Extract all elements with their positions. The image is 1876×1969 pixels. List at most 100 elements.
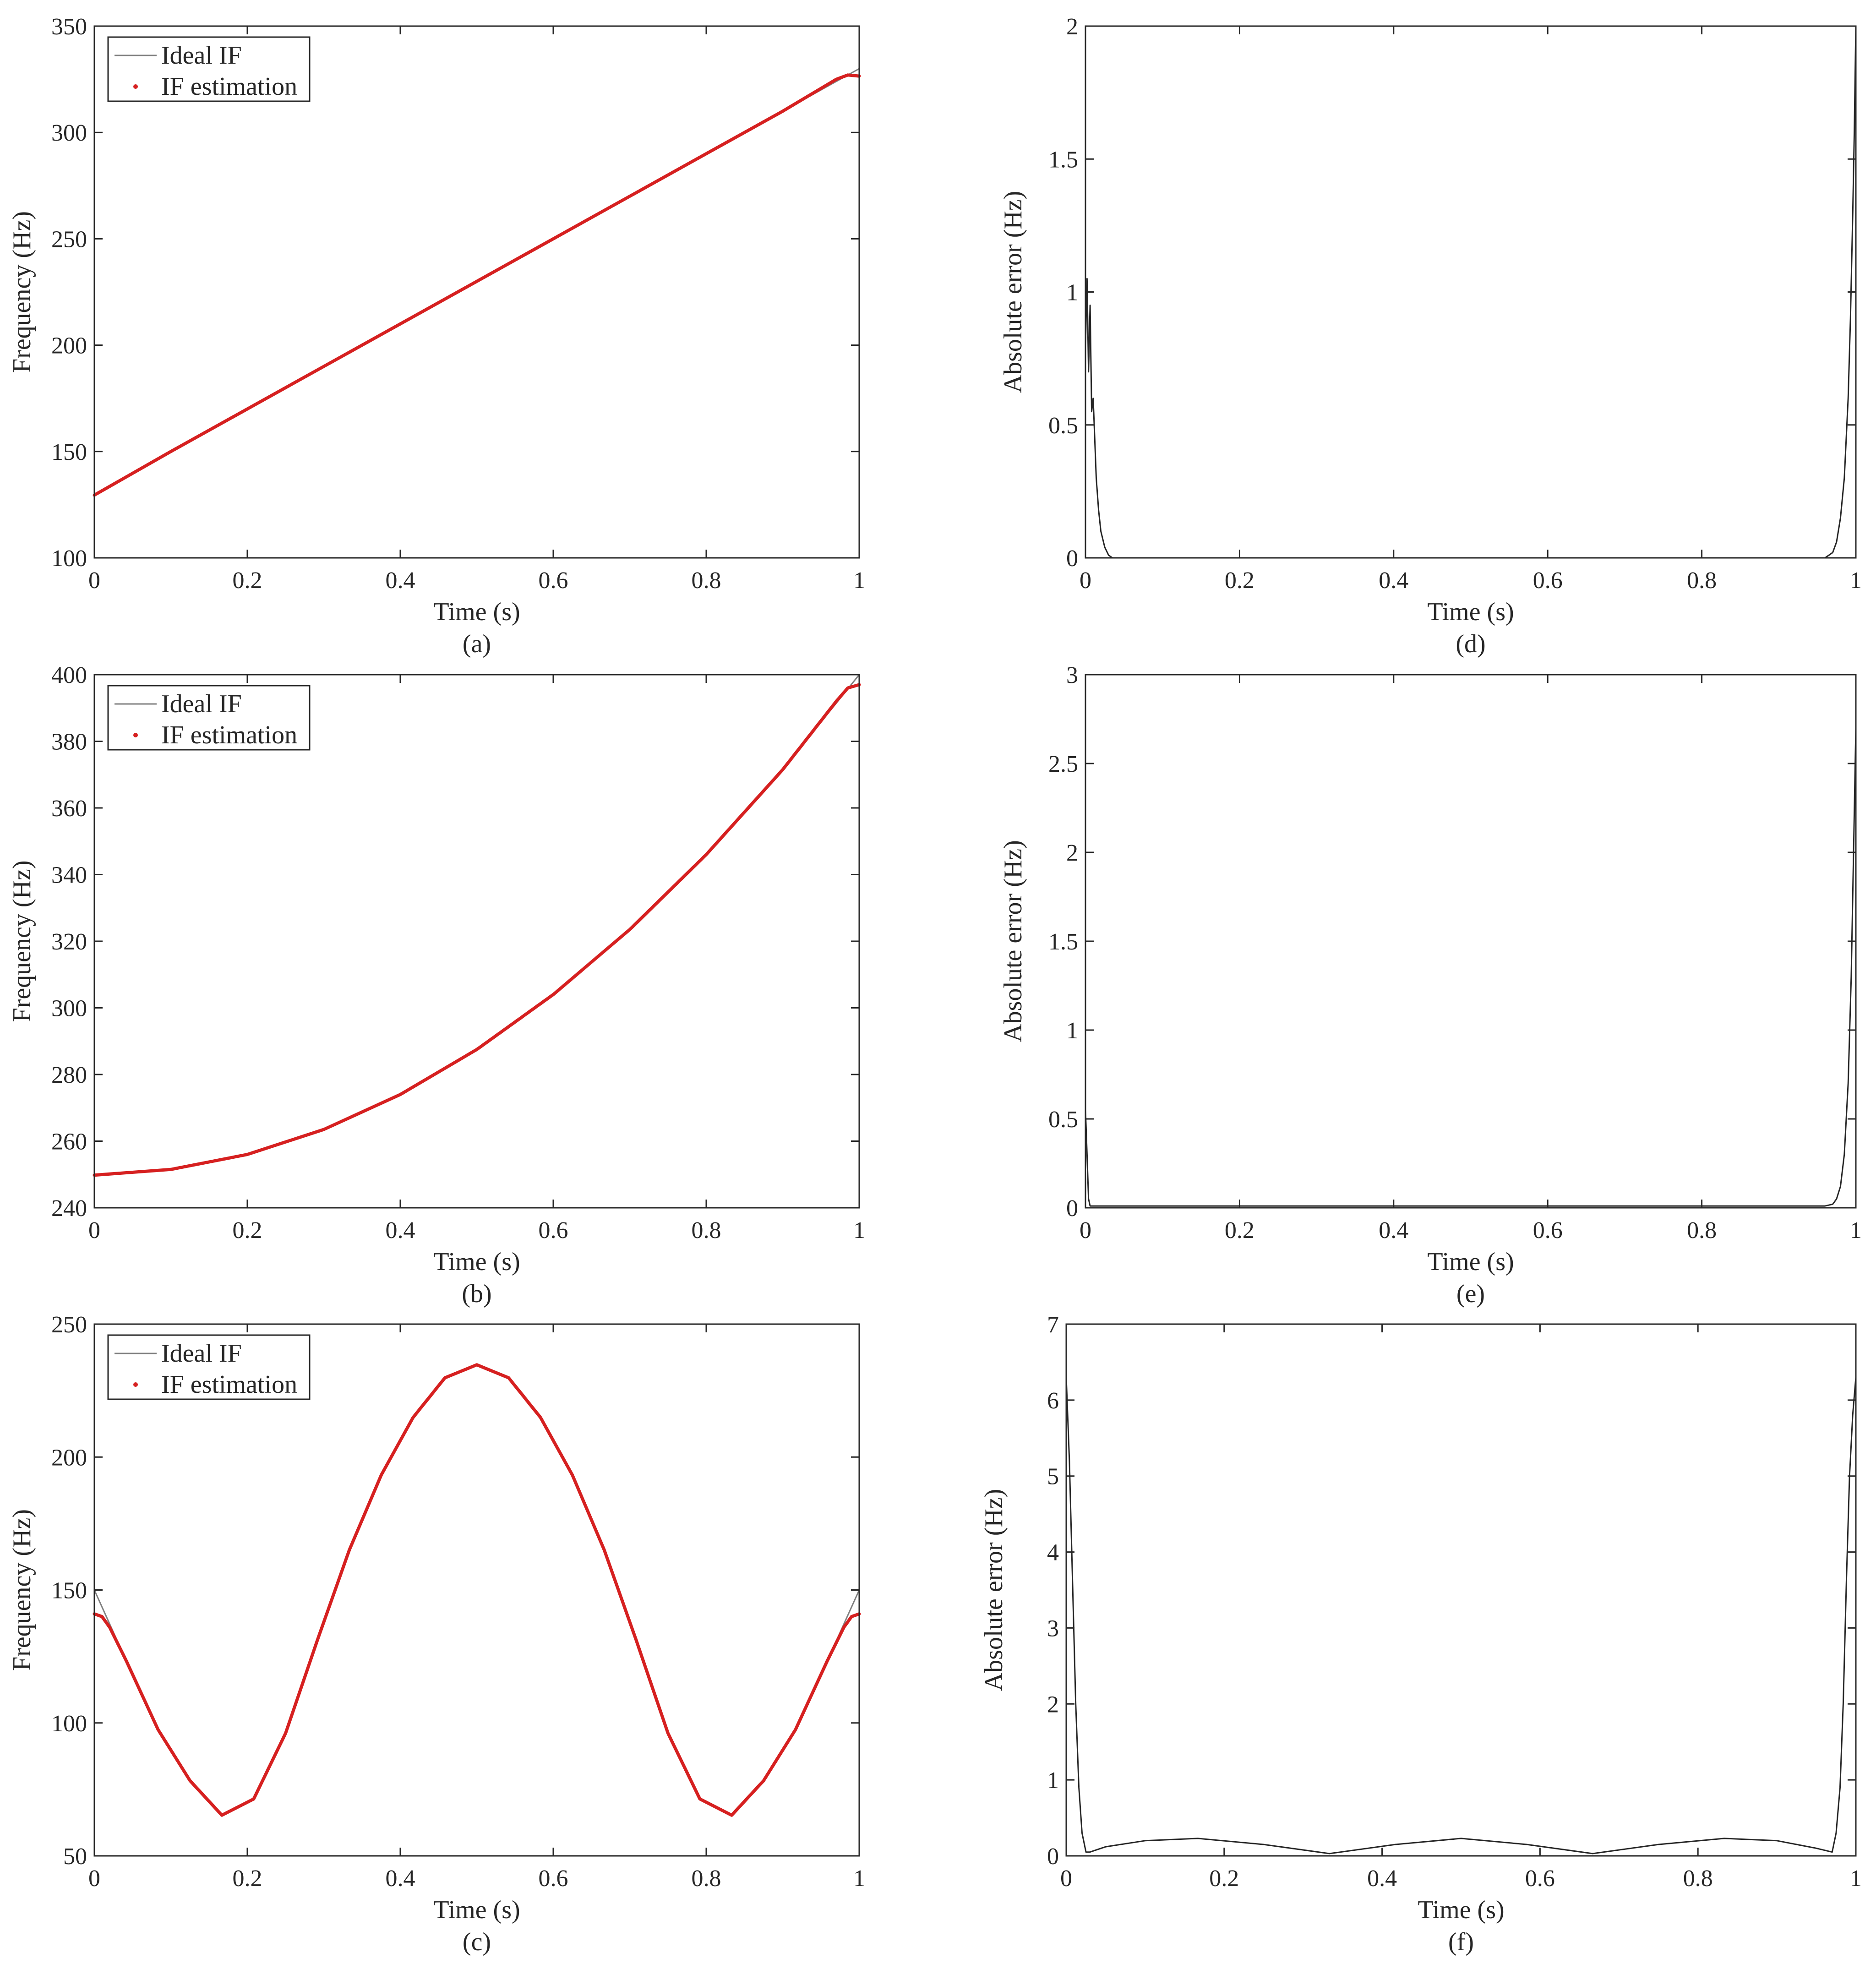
y-axis-label: Absolute error (Hz) [999, 191, 1027, 393]
x-tick-label: 0.8 [692, 1217, 721, 1244]
x-tick-label: 0.4 [386, 567, 415, 594]
y-tick-label: 100 [51, 545, 87, 572]
legend-box [107, 36, 311, 102]
legend-label: Ideal IF [161, 690, 242, 718]
y-tick-label: 2 [1047, 1691, 1059, 1718]
y-tick-label: 360 [51, 796, 87, 822]
panel-caption: (d) [1456, 630, 1485, 658]
axes-frame [93, 674, 860, 1209]
x-axis-label: Time (s) [433, 1248, 520, 1276]
x-tick-label: 0 [1060, 1865, 1072, 1892]
legend-label: Ideal IF [161, 41, 242, 70]
y-axis-label: Frequency (Hz) [8, 1509, 36, 1671]
if-estimation-line [93, 1363, 861, 1817]
x-tick-label: 1 [1850, 567, 1862, 594]
chart-panel: 0 0.2 0.4 0.6 0.8 1 100 150 200 250 300 350 Time (s)… [8, 14, 865, 658]
error-line [1085, 25, 1857, 559]
x-axis-label: Time (s) [433, 598, 520, 626]
y-tick-label: 1 [1066, 280, 1078, 306]
axes-frame [93, 25, 860, 559]
y-axis-label: Frequency (Hz) [8, 861, 36, 1022]
legend-marker-if-estimation [133, 84, 138, 89]
x-tick-label: 0 [1080, 567, 1091, 594]
x-tick-label: 0.8 [692, 567, 721, 594]
legend-box [107, 1334, 311, 1400]
x-tick-label: 0 [88, 1865, 100, 1892]
chart-panel: 0 0.2 0.4 0.6 0.8 1 0 0.5 1 1.5 2 2.5 3 Time (s) Absol… [999, 662, 1862, 1308]
axes-frame [1085, 25, 1857, 559]
y-tick-label: 1.5 [1048, 147, 1078, 173]
x-tick-label: 0.4 [1379, 567, 1408, 594]
x-tick-label: 0.2 [233, 1865, 262, 1892]
x-axis-label: Time (s) [1427, 598, 1514, 626]
x-tick-label: 0.2 [1225, 567, 1254, 594]
chart-panel: 0 0.2 0.4 0.6 0.8 1 0 0.5 1 1.5 2 Time (s) Absolute … [999, 14, 1862, 658]
panel-caption: (e) [1456, 1280, 1485, 1308]
y-tick-label: 0.5 [1048, 1107, 1078, 1133]
x-axis-label: Time (s) [433, 1896, 520, 1924]
y-tick-label: 50 [63, 1844, 87, 1870]
if-estimation-line [93, 683, 861, 1177]
x-tick-label: 0.2 [233, 567, 262, 594]
y-tick-label: 1.5 [1048, 929, 1078, 955]
y-tick-label: 2 [1066, 14, 1078, 40]
x-tick-label: 0 [88, 567, 100, 594]
y-tick-label: 100 [51, 1711, 87, 1737]
y-tick-label: 320 [51, 929, 87, 955]
y-tick-label: 150 [51, 439, 87, 465]
x-tick-label: 1 [1850, 1865, 1862, 1892]
y-tick-label: 250 [51, 226, 87, 252]
axes-frame [1085, 674, 1857, 1209]
axes-frame [1065, 1323, 1857, 1857]
y-tick-label: 240 [51, 1195, 87, 1222]
y-tick-label: 0 [1047, 1844, 1059, 1870]
legend-label: IF estimation [161, 1370, 297, 1399]
y-tick-label: 340 [51, 862, 87, 889]
y-tick-label: 5 [1047, 1464, 1059, 1490]
x-tick-label: 1 [853, 567, 865, 594]
legend-marker-if-estimation [133, 733, 138, 737]
chart-panel: 0 0.2 0.4 0.6 0.8 1 0 1 2 3 4 5 6 7 Time (s) Absolute e… [980, 1312, 1862, 1956]
y-tick-label: 250 [51, 1312, 87, 1338]
y-tick-label: 150 [51, 1578, 87, 1604]
x-tick-label: 0.6 [1525, 1865, 1555, 1892]
panel-caption: (a) [463, 630, 491, 658]
y-tick-label: 4 [1047, 1540, 1059, 1566]
error-line [1085, 727, 1857, 1207]
y-tick-label: 0 [1066, 545, 1078, 572]
y-tick-label: 200 [51, 333, 87, 359]
y-tick-label: 380 [51, 729, 87, 755]
y-tick-label: 7 [1047, 1312, 1059, 1338]
x-tick-label: 0.6 [1533, 1217, 1563, 1244]
y-tick-label: 260 [51, 1129, 87, 1155]
y-tick-label: 350 [51, 14, 87, 40]
error-line [1065, 1376, 1857, 1854]
y-tick-label: 300 [51, 996, 87, 1022]
panel-caption: (f) [1448, 1928, 1474, 1956]
x-tick-label: 1 [853, 1865, 865, 1892]
y-tick-label: 280 [51, 1062, 87, 1088]
y-tick-label: 200 [51, 1445, 87, 1471]
y-tick-label: 1 [1066, 1018, 1078, 1044]
x-tick-label: 0.4 [386, 1217, 415, 1244]
x-tick-label: 0.6 [539, 567, 568, 594]
x-tick-label: 0.4 [386, 1865, 415, 1892]
x-tick-label: 0.4 [1367, 1865, 1397, 1892]
y-tick-label: 300 [51, 120, 87, 146]
x-tick-label: 0.6 [539, 1865, 568, 1892]
x-tick-label: 0.8 [1687, 1217, 1717, 1244]
y-tick-label: 0.5 [1048, 413, 1078, 439]
x-tick-label: 0.2 [1209, 1865, 1239, 1892]
panel-caption: (c) [463, 1928, 491, 1956]
y-tick-label: 0 [1066, 1195, 1078, 1222]
legend-label: IF estimation [161, 721, 297, 749]
axes-frame [93, 1323, 860, 1857]
x-tick-label: 0 [88, 1217, 100, 1244]
y-tick-label: 2.5 [1048, 751, 1078, 777]
legend-marker-if-estimation [133, 1382, 138, 1387]
x-axis-label: Time (s) [1418, 1896, 1504, 1924]
panel-caption: (b) [462, 1280, 491, 1308]
y-tick-label: 400 [51, 662, 87, 688]
legend-label: Ideal IF [161, 1339, 242, 1368]
